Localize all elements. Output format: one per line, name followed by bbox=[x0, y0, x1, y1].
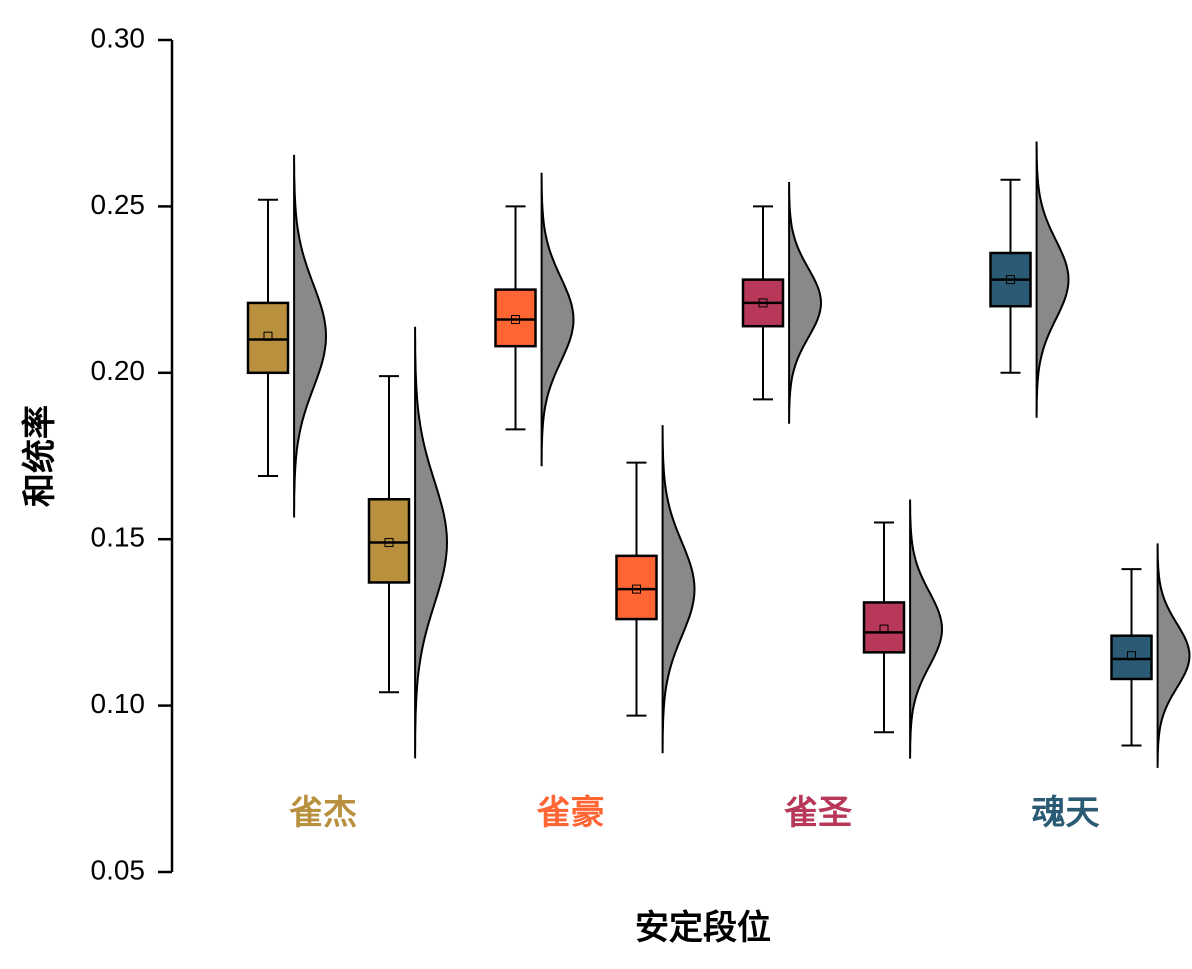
category-label: 雀豪 bbox=[537, 793, 605, 832]
category-label: 雀圣 bbox=[784, 794, 852, 832]
half-violin bbox=[788, 182, 823, 424]
mean-marker bbox=[879, 624, 889, 634]
mean-marker bbox=[758, 298, 768, 308]
half-violin bbox=[293, 154, 328, 518]
mean-marker bbox=[511, 315, 520, 325]
y-axis-label: 和统率 bbox=[21, 405, 59, 507]
box bbox=[494, 288, 537, 348]
half-violin bbox=[1156, 543, 1191, 768]
y-tick-label: 0.30 bbox=[91, 22, 146, 53]
mean-marker bbox=[1127, 651, 1136, 661]
box bbox=[1110, 634, 1153, 681]
half-violin bbox=[414, 326, 449, 759]
y-tick-label: 0.05 bbox=[91, 854, 146, 885]
y-tick-label: 0.10 bbox=[91, 688, 146, 719]
half-violin bbox=[540, 172, 575, 467]
half-violin bbox=[909, 499, 944, 759]
mean-marker bbox=[1006, 275, 1015, 285]
y-tick-label: 0.25 bbox=[91, 189, 146, 220]
x-axis-label: 安定段位 bbox=[635, 908, 771, 947]
half-violin bbox=[661, 425, 696, 754]
mean-marker bbox=[384, 538, 394, 548]
y-tick-label: 0.15 bbox=[91, 522, 146, 553]
mean-marker bbox=[632, 584, 641, 594]
box bbox=[367, 498, 411, 584]
half-violin bbox=[1035, 141, 1070, 418]
box bbox=[615, 554, 658, 621]
category-label: 雀杰 bbox=[289, 794, 357, 832]
box bbox=[862, 601, 906, 654]
category-label: 魂天 bbox=[1032, 794, 1100, 832]
box bbox=[246, 301, 290, 375]
mean-marker bbox=[263, 331, 273, 341]
y-tick-label: 0.20 bbox=[91, 355, 146, 386]
